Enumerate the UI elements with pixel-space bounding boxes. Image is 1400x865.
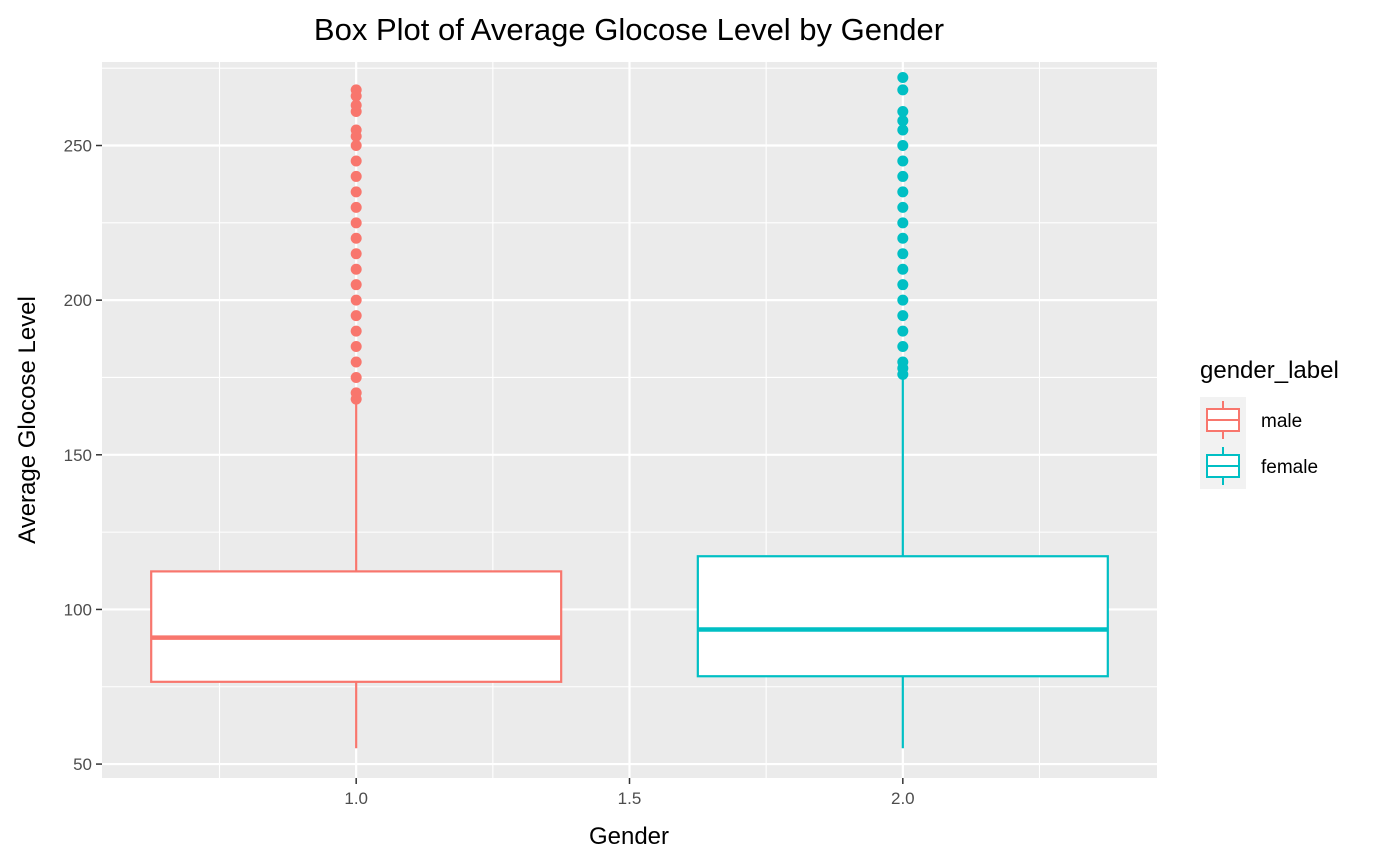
outlier-point — [350, 217, 362, 229]
y-axis-title: Average Glocose Level — [14, 296, 41, 544]
y-tick-label: 200 — [64, 291, 92, 310]
outlier-point — [350, 294, 362, 306]
box-male — [150, 84, 563, 749]
outlier-point — [350, 248, 362, 260]
outlier-point — [897, 155, 909, 167]
outlier-point — [350, 201, 362, 213]
outlier-point — [350, 84, 362, 96]
legend-label: male — [1261, 411, 1302, 432]
outlier-point — [897, 341, 909, 353]
x-axis-title: Gender — [589, 823, 669, 850]
legend-title: gender_label — [1200, 357, 1339, 384]
y-tick-label: 100 — [64, 600, 92, 619]
outlier-point — [897, 217, 909, 229]
outlier-point — [897, 356, 909, 368]
outlier-point — [350, 232, 362, 244]
outlier-point — [350, 99, 362, 111]
outlier-point — [897, 186, 909, 198]
outlier-point — [350, 279, 362, 291]
box-iqr — [150, 570, 563, 683]
outlier-point — [897, 294, 909, 306]
outlier-point — [350, 325, 362, 337]
outlier-point — [897, 232, 909, 244]
legend-label: female — [1261, 457, 1318, 478]
outlier-point — [897, 263, 909, 275]
outlier-point — [897, 84, 909, 96]
outlier-point — [897, 279, 909, 291]
outlier-point — [350, 371, 362, 383]
outlier-point — [350, 341, 362, 353]
outlier-point — [350, 124, 362, 136]
legend-item-female: female — [1200, 443, 1318, 489]
box-iqr — [696, 555, 1109, 678]
outlier-point — [350, 155, 362, 167]
x-axis: 1.0 1.5 2.0 — [344, 778, 915, 808]
boxes-layer — [150, 71, 1109, 749]
chart-title: Box Plot of Average Glocose Level by Gen… — [314, 12, 944, 47]
x-tick-label: 2.0 — [891, 789, 915, 808]
outlier-point — [350, 356, 362, 368]
outlier-point — [897, 105, 909, 117]
legend-item-male: male — [1200, 397, 1302, 443]
y-tick-label: 250 — [64, 137, 92, 156]
y-tick-label: 150 — [64, 446, 92, 465]
outlier-point — [897, 310, 909, 322]
outlier-point — [897, 124, 909, 136]
outlier-point — [897, 115, 909, 127]
outlier-point — [897, 140, 909, 152]
outlier-point — [350, 310, 362, 322]
outlier-point — [897, 71, 909, 83]
outlier-point — [350, 186, 362, 198]
legend: gender_label male female — [1200, 357, 1339, 489]
outlier-point — [350, 170, 362, 182]
outlier-point — [897, 170, 909, 182]
x-tick-label: 1.5 — [618, 789, 642, 808]
box-female — [696, 71, 1109, 749]
outlier-point — [350, 140, 362, 152]
outlier-point — [350, 263, 362, 275]
y-axis: 50 100 150 200 250 — [64, 137, 102, 774]
outlier-point — [897, 248, 909, 260]
outlier-point — [897, 325, 909, 337]
x-tick-label: 1.0 — [344, 789, 368, 808]
outlier-point — [897, 201, 909, 213]
y-tick-label: 50 — [73, 755, 92, 774]
outlier-point — [350, 387, 362, 399]
